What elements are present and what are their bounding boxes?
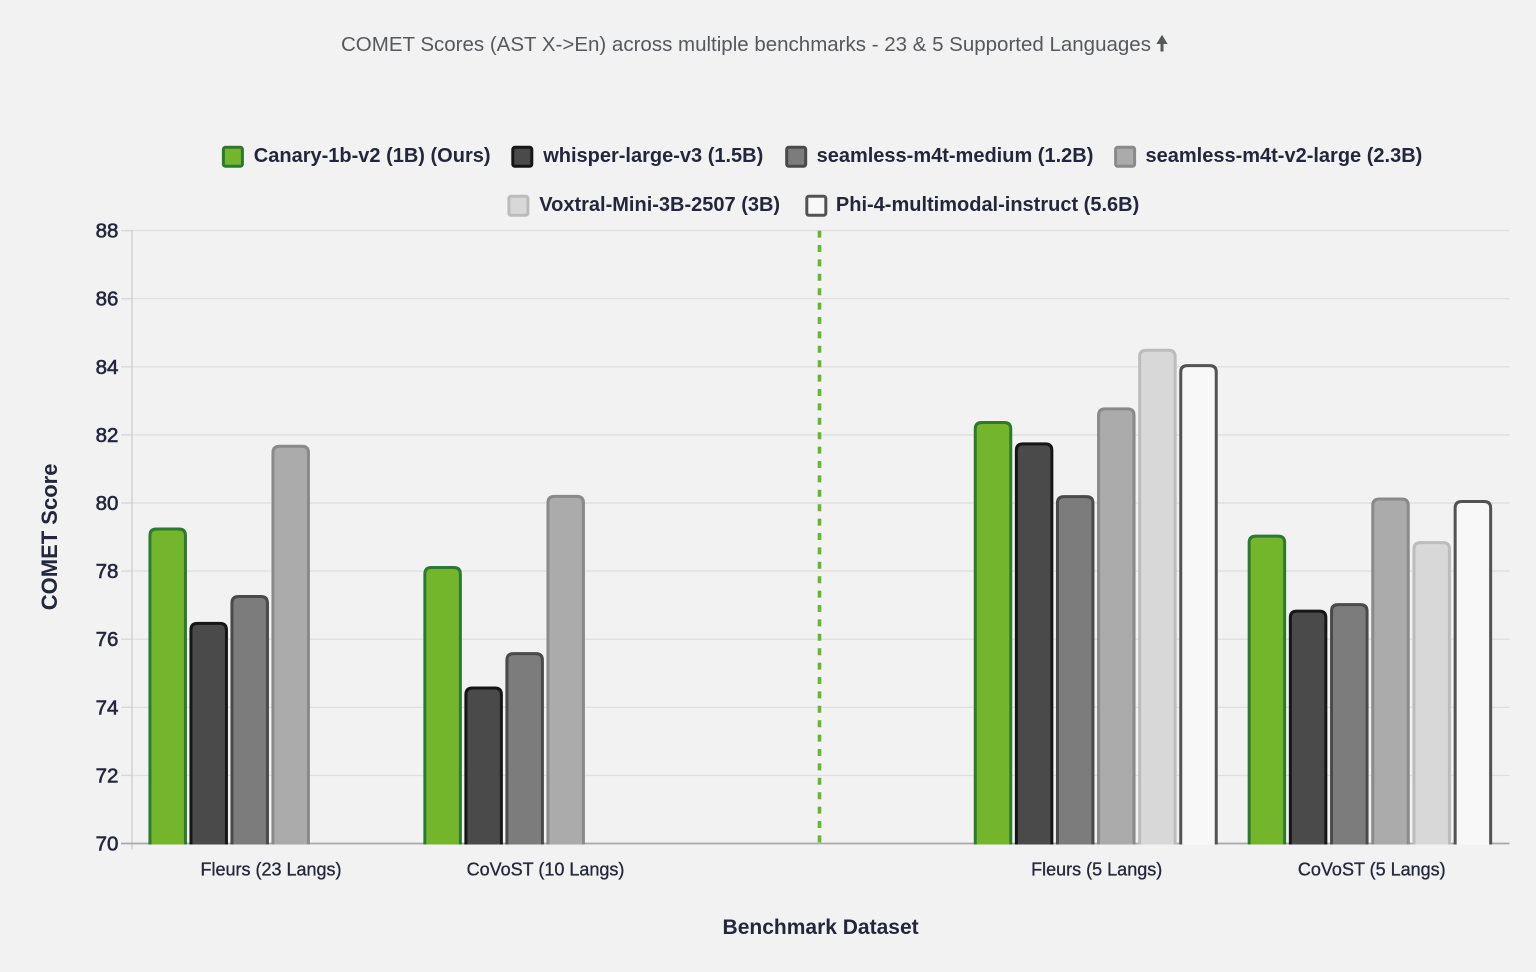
svg-text:74: 74 [96, 696, 119, 719]
svg-text:86: 86 [96, 288, 119, 311]
svg-text:seamless-m4t-v2-large (2.3B): seamless-m4t-v2-large (2.3B) [1146, 145, 1423, 167]
svg-text:CoVoST (10 Langs): CoVoST (10 Langs) [467, 860, 625, 880]
svg-text:82: 82 [96, 424, 119, 447]
svg-text:88: 88 [96, 220, 119, 243]
svg-text:84: 84 [96, 356, 119, 379]
svg-text:CoVoST (5 Langs): CoVoST (5 Langs) [1298, 860, 1446, 880]
svg-text:whisper-large-v3 (1.5B): whisper-large-v3 (1.5B) [542, 145, 763, 167]
svg-text:Fleurs (5 Langs): Fleurs (5 Langs) [1031, 860, 1162, 880]
svg-text:72: 72 [96, 764, 119, 787]
svg-text:Voxtral-Mini-3B-2507 (3B): Voxtral-Mini-3B-2507 (3B) [539, 194, 780, 216]
svg-text:Phi-4-multimodal-instruct (5.6: Phi-4-multimodal-instruct (5.6B) [836, 194, 1139, 216]
svg-text:Benchmark Dataset: Benchmark Dataset [723, 916, 919, 939]
svg-text:Canary-1b-v2 (1B) (Ours): Canary-1b-v2 (1B) (Ours) [254, 145, 491, 167]
svg-text:Fleurs (23 Langs): Fleurs (23 Langs) [200, 860, 341, 880]
svg-text:80: 80 [96, 492, 119, 515]
svg-text:COMET Score: COMET Score [37, 464, 62, 611]
svg-text:70: 70 [96, 833, 119, 856]
svg-text:76: 76 [96, 628, 119, 651]
svg-text:78: 78 [96, 560, 119, 583]
svg-text:COMET Scores (AST X->En) acros: COMET Scores (AST X->En) across multiple… [341, 33, 1151, 56]
svg-text:seamless-m4t-medium (1.2B): seamless-m4t-medium (1.2B) [817, 145, 1094, 167]
